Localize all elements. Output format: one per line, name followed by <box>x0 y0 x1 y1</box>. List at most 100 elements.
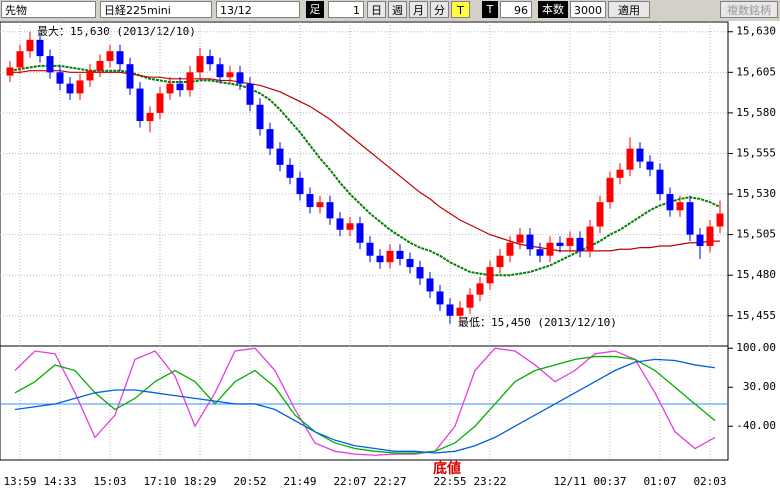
candle-body <box>326 202 334 219</box>
t-label: T <box>482 1 498 18</box>
candle-body <box>436 291 444 305</box>
minute-button[interactable]: 分 <box>430 1 449 18</box>
candle-body <box>636 148 644 162</box>
day-button[interactable]: 日 <box>367 1 386 18</box>
candle-body <box>146 112 154 122</box>
month-button[interactable]: 月 <box>409 1 428 18</box>
candle-body <box>476 283 484 295</box>
oscillator-line <box>14 355 716 454</box>
t-count[interactable]: 96 <box>500 1 532 18</box>
oscillator-line <box>14 358 716 454</box>
y-tick-label: 15,580 <box>736 106 776 119</box>
candle-body <box>276 148 284 165</box>
candle-body <box>546 242 554 256</box>
candle-body <box>216 64 224 78</box>
candle-body <box>666 194 674 211</box>
candle-body <box>506 242 514 256</box>
candle-body <box>106 51 114 61</box>
x-tick-label: 00:37 <box>593 475 626 488</box>
x-tick-label: 17:10 <box>143 475 176 488</box>
candle-body <box>716 213 724 227</box>
candle-body <box>406 258 414 268</box>
candle-body <box>686 202 694 235</box>
candle-body <box>26 39 34 52</box>
candle-body <box>656 169 664 195</box>
candle-body <box>466 294 474 308</box>
candle-body <box>456 307 464 316</box>
x-tick-label: 18:29 <box>183 475 216 488</box>
x-tick-label: 22:07 <box>333 475 366 488</box>
candle-body <box>696 234 704 246</box>
y-tick-label: 15,555 <box>736 146 776 159</box>
count-label: 本数 <box>538 1 568 18</box>
panel-frame <box>0 21 729 461</box>
candle-body <box>86 70 94 81</box>
candle-body <box>586 226 594 251</box>
candle-body <box>46 56 54 73</box>
candle-body <box>266 129 274 149</box>
week-button[interactable]: 週 <box>388 1 407 18</box>
candle-body <box>676 202 684 211</box>
candle-body <box>206 56 214 65</box>
candle-body <box>386 250 394 263</box>
symbol-select[interactable]: 日経225mini <box>100 1 212 18</box>
tick-button[interactable]: T <box>451 1 470 18</box>
y-tick-label: 100.00 <box>736 341 776 354</box>
candle-body <box>616 169 624 178</box>
apply-button[interactable]: 適用 <box>608 1 650 18</box>
candle-body <box>426 278 434 292</box>
candle-body <box>246 83 254 105</box>
moving-average <box>9 64 721 277</box>
count-input[interactable]: 3000 <box>570 1 606 18</box>
candle-body <box>196 56 204 73</box>
bar-size[interactable]: 1 <box>328 1 364 18</box>
y-tick-label: 30.00 <box>743 380 776 393</box>
candle-body <box>136 88 144 122</box>
candle-body <box>526 234 534 250</box>
contract-select[interactable]: 13/12 <box>216 1 300 18</box>
candle-body <box>96 60 104 71</box>
candle-body <box>176 83 184 91</box>
candle-body <box>486 267 494 284</box>
candle-body <box>156 93 164 113</box>
candle-body <box>376 255 384 263</box>
x-tick-label: 02:03 <box>693 475 726 488</box>
candle-body <box>236 72 244 84</box>
x-tick-label: 13:59 <box>3 475 36 488</box>
candle-body <box>296 177 304 195</box>
x-tick-label: 22:55 <box>433 475 466 488</box>
oscillator-line <box>14 347 716 456</box>
candle-body <box>626 148 634 170</box>
x-tick-label: 21:49 <box>283 475 316 488</box>
y-tick-label: 15,505 <box>736 228 776 241</box>
candle-body <box>576 237 584 251</box>
toolbar: 先物 日経225mini 13/12 足 1 日 週 月 分 T T 96 本数… <box>0 0 780 21</box>
candle-body <box>356 223 364 243</box>
candle-body <box>166 83 174 94</box>
candle-body <box>186 72 194 91</box>
x-tick-label: 12/11 <box>553 475 586 488</box>
multi-button[interactable]: 複数銘柄 <box>720 1 778 18</box>
candle-body <box>16 51 24 68</box>
x-tick-label: 20:52 <box>233 475 266 488</box>
y-tick-label: -40.00 <box>736 419 776 432</box>
candle-body <box>396 250 404 259</box>
candle-body <box>126 64 134 89</box>
candle-body <box>36 39 44 57</box>
x-tick-label: 14:33 <box>43 475 76 488</box>
max-annotation: 最大：15,630 (2013/12/10) <box>37 24 196 38</box>
candle-body <box>256 104 264 130</box>
candle-body <box>596 202 604 227</box>
candle-body <box>6 67 14 76</box>
market-select[interactable]: 先物 <box>1 1 96 18</box>
candle-body <box>346 223 354 230</box>
x-tick-label: 01:07 <box>643 475 676 488</box>
candle-body <box>76 80 84 94</box>
candle-body <box>366 242 374 256</box>
candle-body <box>66 83 74 94</box>
x-tick-label: 15:03 <box>93 475 126 488</box>
y-tick-label: 15,455 <box>736 309 776 322</box>
candle-body <box>496 255 504 268</box>
y-tick-label: 15,480 <box>736 268 776 281</box>
